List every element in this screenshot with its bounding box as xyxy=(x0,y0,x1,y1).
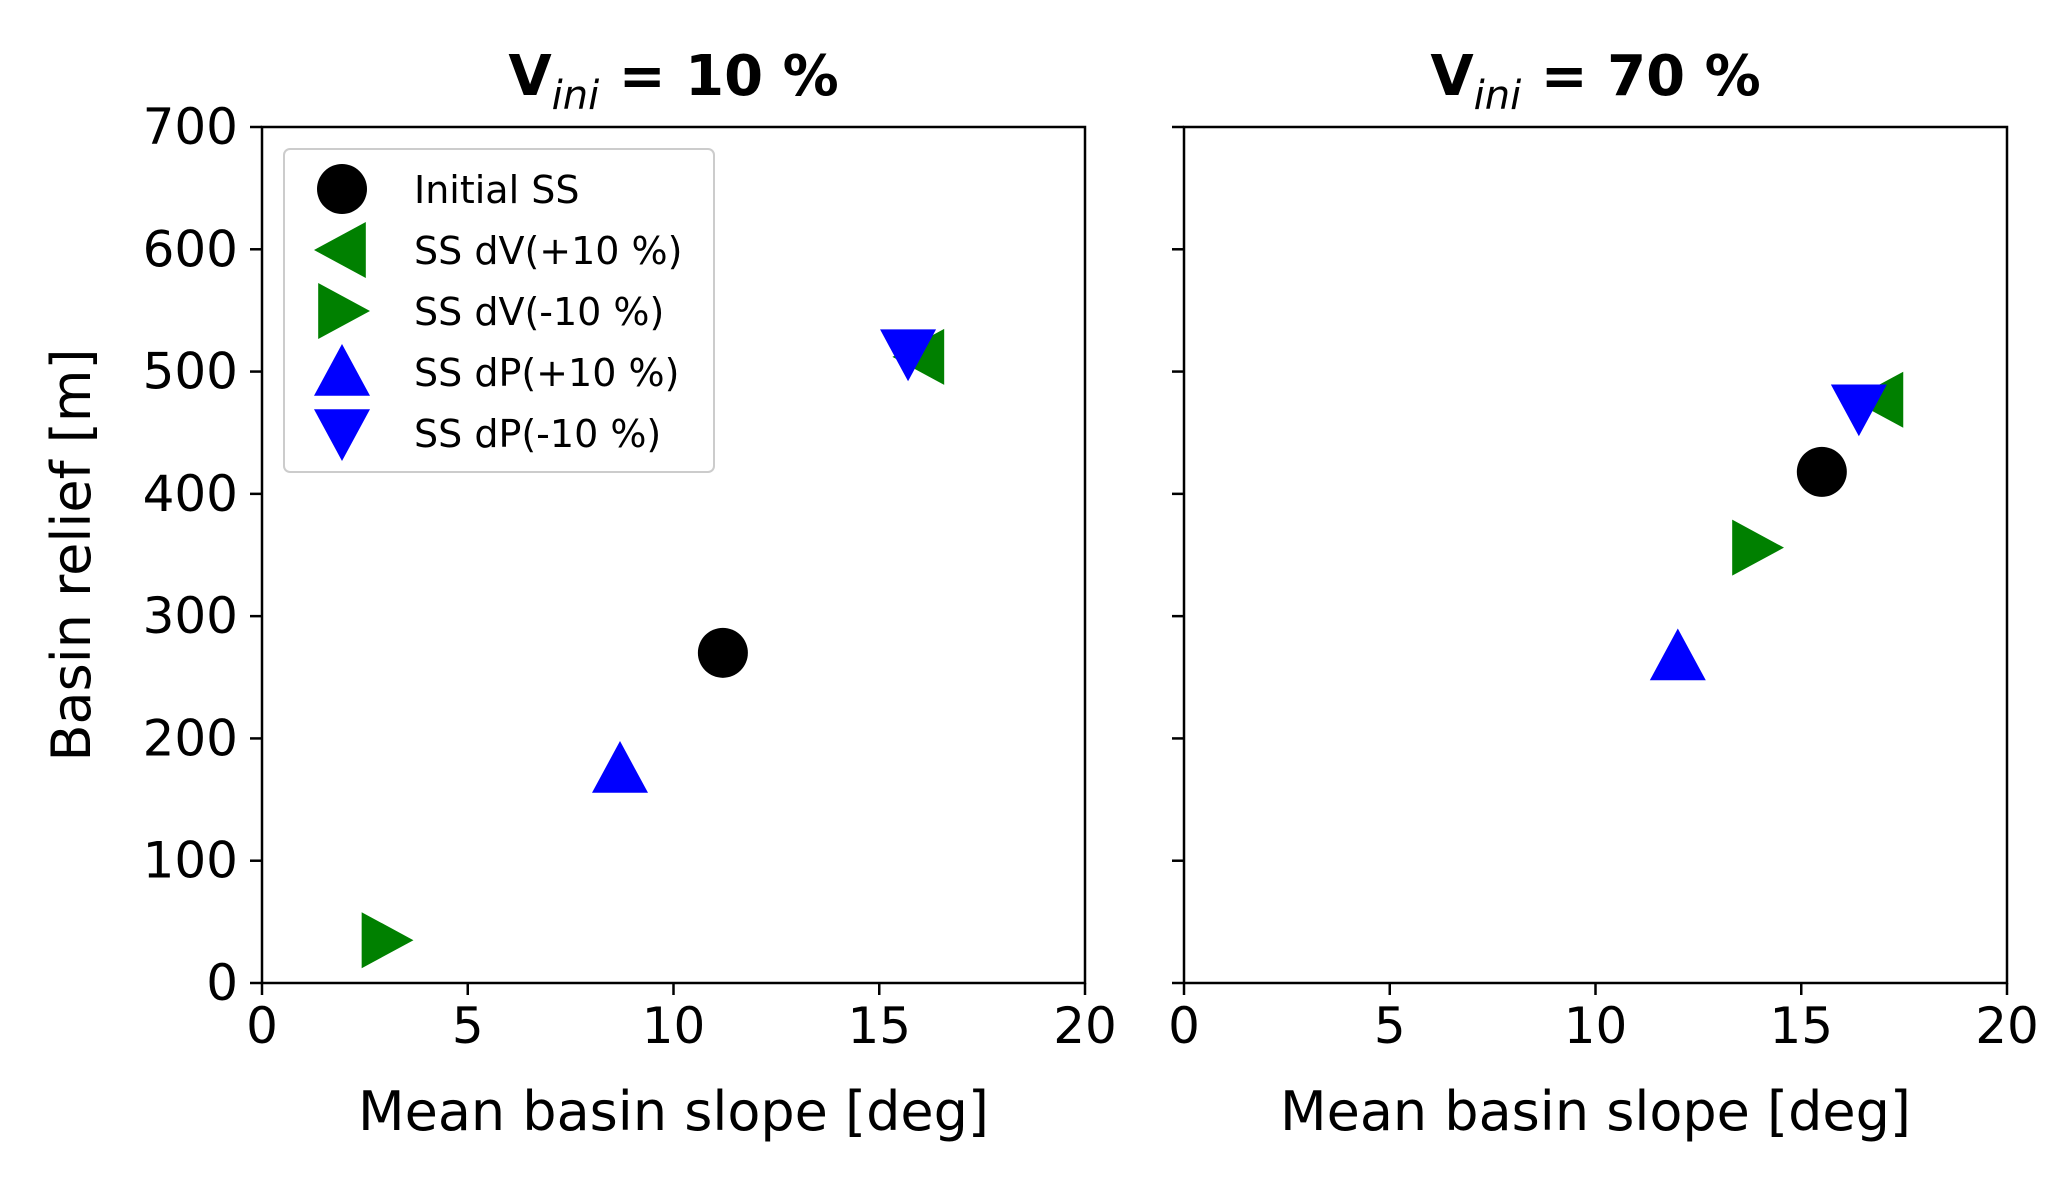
legend-marker-triangle-right xyxy=(318,283,370,339)
x-axis-label: Mean basin slope [deg] xyxy=(358,1080,989,1143)
data-point-triangle-right xyxy=(361,912,414,969)
y-tick-label: 400 xyxy=(143,465,238,523)
legend-box xyxy=(283,148,715,473)
plot-frame xyxy=(260,125,1087,985)
x-tick-label: 0 xyxy=(246,997,278,1055)
data-point-triangle-up xyxy=(592,741,649,793)
x-tick-label: 10 xyxy=(642,997,706,1055)
title-main: V xyxy=(1430,44,1474,109)
data-point-triangle-down xyxy=(880,329,937,382)
chart-title: Vini = 10 % xyxy=(508,44,838,119)
data-point-circle xyxy=(1796,446,1847,497)
y-tick-label: 300 xyxy=(143,587,238,645)
chart-title: Vini = 70 % xyxy=(1430,44,1760,119)
y-tick-label: 600 xyxy=(143,220,238,278)
y-tick-label: 500 xyxy=(143,343,238,401)
x-tick-label: 5 xyxy=(452,997,484,1055)
x-tick-label: 5 xyxy=(1374,997,1406,1055)
chart-panel-2: Vini = 70 % 0 5 10 15 20 Mean basin slope [deg… xyxy=(1168,44,2039,1143)
data-point-circle xyxy=(697,627,748,678)
legend-marker-triangle-down xyxy=(314,409,370,461)
x-tick-label: 20 xyxy=(1975,997,2039,1055)
x-axis-label: Mean basin slope [deg] xyxy=(1280,1080,1911,1143)
title-subscript: ini xyxy=(552,73,600,119)
x-tick-label: 10 xyxy=(1564,997,1628,1055)
legend-label: SS dP(+10 %) xyxy=(414,351,679,395)
legend: Initial SS SS dV(+10 %) SS dV(-10 %) SS dP(… xyxy=(283,148,715,473)
legend-marker-triangle-left xyxy=(314,222,366,278)
legend-label: SS dP(-10 %) xyxy=(414,412,661,456)
legend-label: Initial SS xyxy=(414,168,579,212)
legend-marker-triangle-up xyxy=(314,344,370,396)
legend-marker-circle xyxy=(317,164,367,214)
y-tick-label: 100 xyxy=(143,832,238,890)
title-subscript: ini xyxy=(1474,73,1522,119)
x-tick-label: 15 xyxy=(847,997,911,1055)
y-tick-label: 0 xyxy=(206,954,238,1012)
y-axis-label: Basin relief [m] xyxy=(40,348,103,761)
title-main: V xyxy=(508,44,552,109)
y-tick-label: 200 xyxy=(143,709,238,767)
x-tick-label: 20 xyxy=(1053,997,1117,1055)
data-point-triangle-up xyxy=(1649,628,1706,681)
data-point-triangle-right xyxy=(1732,519,1784,576)
y-tick-label: 700 xyxy=(143,98,238,156)
legend-label: SS dV(+10 %) xyxy=(414,229,682,273)
title-rest: = 70 % xyxy=(1521,44,1760,109)
legend-label: SS dV(-10 %) xyxy=(414,290,664,334)
plot-frame xyxy=(1182,125,2009,985)
x-tick-label: 15 xyxy=(1769,997,1833,1055)
chart-panel-1: Vini = 10 %0 5 10 15 20010020030040050060070… xyxy=(40,44,1117,1143)
title-rest: = 10 % xyxy=(599,44,838,109)
x-tick-label: 0 xyxy=(1168,997,1200,1055)
data-point-triangle-down xyxy=(1830,384,1887,437)
